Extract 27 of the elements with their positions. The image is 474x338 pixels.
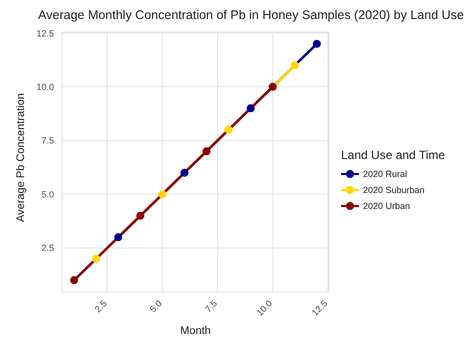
- legend-label: 2020 Urban: [363, 201, 410, 211]
- point: [202, 147, 211, 156]
- point: [224, 126, 233, 134]
- point: [70, 276, 78, 284]
- x-tick-label: 2.5: [92, 298, 109, 314]
- y-axis-title: Average Pb Concentration: [14, 93, 27, 222]
- y-tick-label: 12.5: [36, 28, 54, 38]
- y-tick-label: 5.0: [41, 189, 54, 200]
- y-tick-label: 7.5: [41, 136, 54, 146]
- chart-title: Average Monthly Concentration of Pb in Honey Samples (2020) by Land Use: [37, 8, 465, 24]
- point: [158, 190, 166, 198]
- point: [246, 104, 255, 112]
- x-tick-label: 7.5: [203, 298, 219, 314]
- point: [268, 82, 277, 91]
- x-axis-title: Month: [180, 325, 211, 337]
- legend-title: Land Use and Time: [341, 148, 446, 162]
- legend-label: 2020 Suburban: [363, 185, 425, 195]
- point: [312, 40, 321, 48]
- x-tick-label: 5.0: [148, 298, 164, 314]
- point: [180, 168, 188, 177]
- point: [136, 212, 144, 220]
- legend-label: 2020 Rural: [363, 169, 408, 179]
- y-tick-label: 2.5: [41, 243, 54, 254]
- point: [290, 61, 299, 70]
- point: [114, 233, 122, 242]
- y-tick-label: 10.0: [36, 82, 54, 92]
- point: [92, 254, 100, 263]
